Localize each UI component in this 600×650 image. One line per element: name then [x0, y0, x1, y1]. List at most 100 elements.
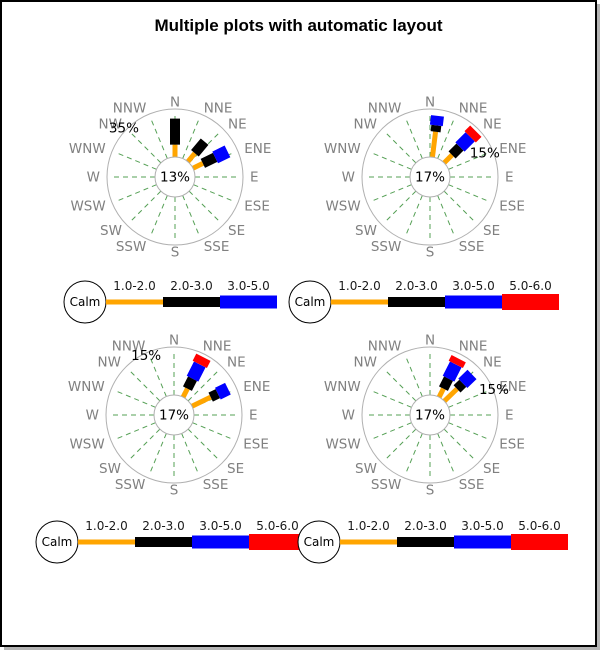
wind-bar [429, 115, 444, 158]
compass-label-wsw: WSW [69, 436, 104, 452]
compass-label-n: N [425, 95, 435, 111]
legend-bin-label: 2.0-3.0 [170, 279, 213, 293]
legend-segment-5.0-6.0 [511, 534, 568, 550]
legend-segment-1.0-2.0 [106, 299, 163, 305]
compass-label-s: S [170, 483, 179, 499]
direction-spoke [404, 116, 423, 159]
bar-segment-2.0-3.0 [191, 138, 209, 157]
legend-segment-2.0-3.0 [388, 297, 445, 307]
windrose-legend-top-left: Calm 1.0-2.0 2.0-3.0 3.0-5.0 [60, 272, 360, 332]
bar-segment-5.0-6.0 [448, 355, 466, 369]
legend-svg: Calm 1.0-2.0 2.0-3.0 3.0-5.0 5.0-6.0 [288, 279, 559, 324]
compass-label-e: E [250, 170, 259, 186]
bar-segment-1.0-2.0 [442, 153, 454, 165]
legend-segment-3.0-5.0 [192, 535, 249, 549]
wind-bar [191, 145, 231, 171]
compass-label-sse: SSE [204, 239, 230, 255]
compass-label-w: W [342, 408, 355, 424]
bar-segment-1.0-2.0 [429, 131, 439, 158]
bar-segment-1.0-2.0 [191, 161, 204, 171]
wind-bar [190, 382, 231, 409]
direction-spoke [113, 422, 156, 441]
direction-spoke [192, 422, 235, 441]
direction-spoke [128, 190, 162, 224]
legend-calm-label: Calm [295, 295, 326, 309]
calm-percent-label: 17% [415, 408, 445, 424]
direction-spoke [127, 428, 161, 462]
legend-segment-1.0-2.0 [331, 299, 388, 305]
direction-spoke [182, 195, 201, 238]
legend-segment-1.0-2.0 [340, 539, 397, 545]
wind-bar [180, 353, 211, 399]
legend-bin-label: 3.0-5.0 [199, 519, 242, 533]
direction-spoke [148, 354, 167, 397]
bar-segment-1.0-2.0 [185, 151, 197, 164]
windrose-legend-top-right: Calm 1.0-2.0 2.0-3.0 3.0-5.0 5.0-6.0 [285, 272, 585, 332]
compass-label-nne: NNE [203, 338, 232, 354]
compass-label-ene: ENE [499, 379, 526, 395]
compass-label-n: N [425, 333, 435, 349]
wind-bar [185, 138, 209, 164]
compass-label-ne: NE [483, 355, 502, 371]
direction-spoke [128, 130, 162, 164]
legend-segment-2.0-3.0 [163, 297, 220, 307]
compass-label-e: E [505, 408, 514, 424]
compass-label-nne: NNE [459, 100, 488, 116]
compass-label-nw: NW [354, 355, 377, 371]
direction-spoke [369, 389, 412, 408]
windrose-legend-bottom-right: Calm 1.0-2.0 2.0-3.0 3.0-5.0 5.0-6.0 [294, 512, 594, 572]
outer-ring [105, 346, 243, 484]
direction-spoke [383, 368, 417, 402]
compass-label-e: E [249, 408, 258, 424]
legend-bin-label: 2.0-3.0 [142, 519, 185, 533]
compass-label-ssw: SSW [371, 239, 402, 255]
compass-label-ese: ESE [243, 436, 269, 452]
bar-segment-2.0-3.0 [438, 376, 453, 391]
legend-bin-label: 5.0-6.0 [256, 519, 299, 533]
direction-spoke [114, 151, 157, 170]
direction-spoke [404, 433, 423, 476]
compass-label-wnw: WNW [324, 141, 361, 157]
direction-spoke [383, 130, 417, 164]
bar-segment-1.0-2.0 [442, 387, 459, 403]
compass-label-ene: ENE [244, 141, 271, 157]
windrose-plot-bottom-right: N NNE NE ENE E ESE SE SSE S SSW SW WSW W WNW NW NNW 17% 1… [310, 305, 550, 525]
compass-label-sw: SW [355, 223, 377, 239]
compass-label-sw: SW [100, 223, 122, 239]
direction-spoke [181, 433, 200, 476]
direction-spoke [187, 368, 221, 402]
direction-spoke [148, 433, 167, 476]
compass-label-se: SE [227, 461, 244, 477]
compass-label-nnw: NNW [368, 100, 402, 116]
outer-ring [361, 346, 499, 484]
compass-label-w: W [342, 170, 355, 186]
calm-percent-label: 17% [159, 408, 189, 424]
bar-segment-2.0-3.0 [430, 124, 442, 133]
direction-spoke [437, 116, 456, 159]
ring-max-label: 15% [131, 348, 161, 364]
direction-spoke [404, 195, 423, 238]
compass-label-nne: NNE [459, 338, 488, 354]
bar-segment-3.0-5.0 [458, 369, 477, 388]
direction-spoke [448, 151, 491, 170]
legend-calm-label: Calm [42, 535, 73, 549]
legend-bin-label: 2.0-3.0 [395, 279, 438, 293]
legend-bin-label: 1.0-2.0 [85, 519, 128, 533]
legend-bin-label: 5.0-6.0 [518, 519, 561, 533]
direction-spoke [383, 190, 417, 224]
calm-circle [153, 394, 195, 436]
legend-bin-label: 2.0-3.0 [404, 519, 447, 533]
bar-segment-3.0-5.0 [455, 132, 475, 152]
outer-ring [106, 108, 244, 246]
bar-segment-1.0-2.0 [190, 394, 212, 409]
compass-label-s: S [426, 483, 435, 499]
windrose-legend-bottom-left: Calm 1.0-2.0 2.0-3.0 3.0-5.0 5.0-6.0 [32, 512, 332, 572]
bar-segment-5.0-6.0 [192, 353, 211, 369]
direction-spoke [193, 184, 236, 203]
legend-bin-label: 3.0-5.0 [452, 279, 495, 293]
compass-label-wnw: WNW [324, 379, 361, 395]
bar-segment-2.0-3.0 [200, 152, 218, 168]
windrose-plot-top-right: N NNE NE ENE E ESE SE SSE S SSW SW WSW W WNW NW NNW 17% 1… [310, 67, 550, 287]
